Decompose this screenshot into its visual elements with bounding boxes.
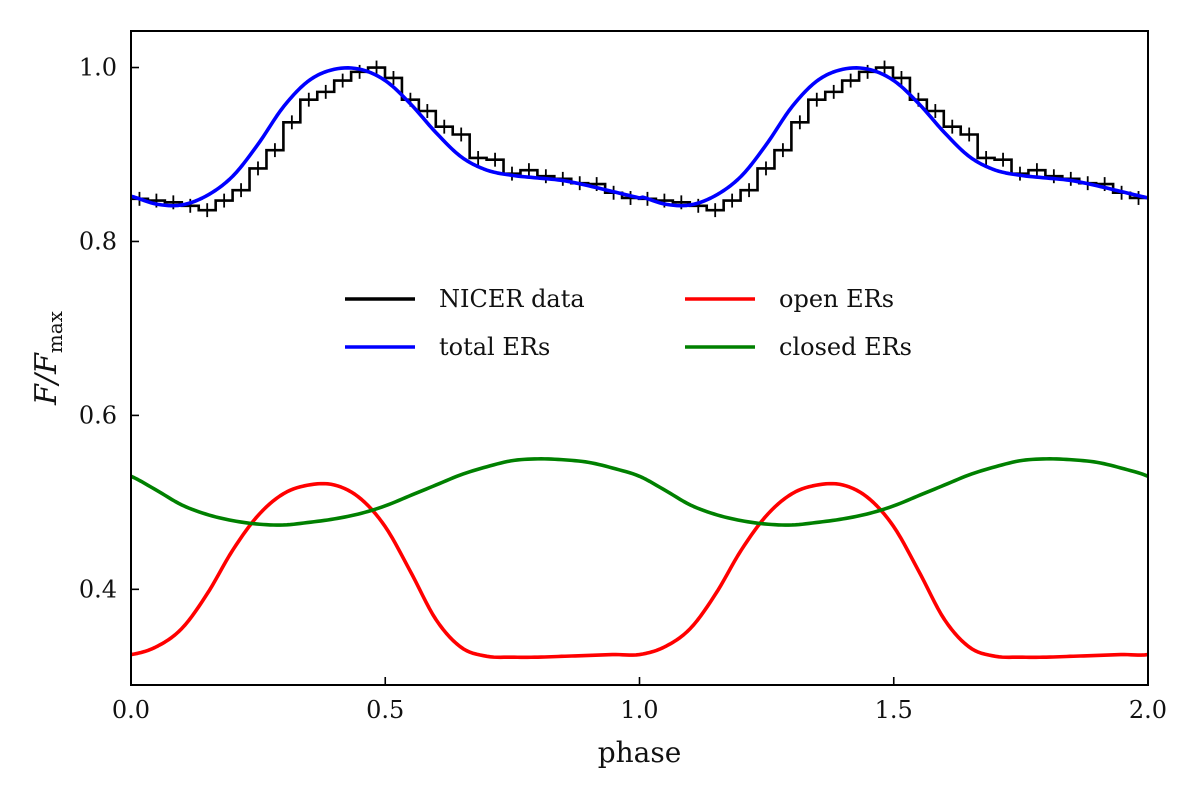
legend-item-total-ers: total ERs (345, 333, 550, 361)
ticks-layer: 0.0 0.5 1.0 1.5 2.0 0.4 0.6 0.8 1.0 (79, 54, 1167, 724)
y-tick-label: 1.0 (79, 54, 117, 82)
svg-text:F/Fmax: F/Fmax (29, 310, 67, 406)
y-tick-label: 0.4 (79, 575, 117, 603)
y-axis-label: F/Fmax (29, 310, 67, 406)
legend-label: closed ERs (779, 333, 912, 361)
x-tick-label: 0.5 (366, 696, 404, 724)
total-ers-line (131, 66, 1148, 208)
legend-label: total ERs (439, 333, 550, 361)
open-ers-line (131, 481, 1148, 660)
legend-item-open-ers: open ERs (685, 285, 894, 313)
series-clip-group (131, 60, 1148, 660)
legend-item-nicer-data: NICER data (345, 285, 585, 313)
legend-label: open ERs (779, 285, 894, 313)
y-tick-label: 0.6 (79, 401, 117, 429)
y-axis-label-main: F/F (29, 352, 64, 406)
x-tick-label: 1.5 (875, 696, 913, 724)
x-tick-label: 0.0 (112, 696, 150, 724)
nicer-data-steps (131, 66, 1147, 212)
legend: NICER data total ERs open ERs closed ERs (345, 285, 912, 361)
closed-ers-line (131, 457, 1148, 527)
y-tick-label: 0.8 (79, 227, 117, 255)
x-tick-label: 1.0 (620, 696, 658, 724)
x-axis-label: phase (598, 736, 682, 769)
series-layer (131, 60, 1148, 660)
legend-item-closed-ers: closed ERs (685, 333, 912, 361)
x-tick-label: 2.0 (1129, 696, 1167, 724)
legend-label: NICER data (439, 285, 585, 313)
y-axis-label-sub: max (43, 310, 67, 353)
nicer-data-series (131, 60, 1147, 218)
